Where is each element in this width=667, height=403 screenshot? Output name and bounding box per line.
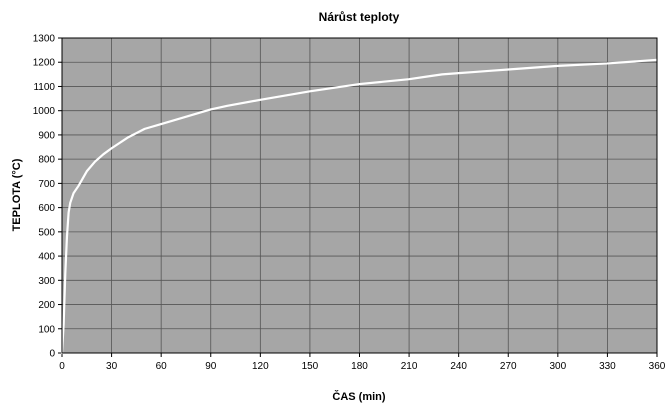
y-axis-ticks: 0 100 200 300 400 500 600 700 800 900 1000 1100 1200… [33, 34, 62, 360]
y-tick-label: 800 [38, 155, 55, 166]
x-tick-label: 0 [59, 361, 65, 372]
chart-title: Nárůst teploty [319, 10, 400, 24]
x-tick-label: 300 [549, 361, 566, 372]
x-tick-label: 30 [106, 361, 118, 372]
y-tick-label: 300 [38, 276, 55, 287]
y-tick-label: 1100 [33, 82, 55, 93]
x-tick-label: 150 [302, 361, 319, 372]
y-tick-label: 600 [38, 203, 55, 214]
y-tick-label: 100 [38, 324, 55, 335]
y-tick-label: 1200 [33, 58, 56, 69]
x-axis-ticks: 0 30 60 90 120 150 180 210 240 270 300 330 360 [59, 353, 666, 372]
y-tick-label: 400 [38, 252, 55, 263]
x-tick-label: 330 [599, 361, 616, 372]
y-tick-label: 1000 [33, 106, 56, 117]
y-axis-title: TEPLOTA (°C) [11, 158, 23, 231]
y-tick-label: 1300 [33, 34, 56, 45]
series-line [60, 58, 659, 355]
plot-border [61, 37, 658, 354]
x-tick-label: 360 [649, 361, 666, 372]
y-tick-label: 200 [38, 300, 55, 311]
x-tick-label: 180 [351, 361, 368, 372]
x-tick-label: 60 [156, 361, 168, 372]
x-axis-title: ČAS (min) [332, 390, 386, 403]
x-tick-label: 210 [401, 361, 418, 372]
x-tick-label: 90 [205, 361, 217, 372]
x-tick-label: 240 [450, 361, 467, 372]
x-tick-label: 270 [500, 361, 517, 372]
y-tick-label: 700 [38, 179, 55, 190]
x-tick-label: 120 [252, 361, 269, 372]
y-tick-label: 500 [38, 227, 55, 238]
y-tick-label: 0 [49, 349, 55, 360]
y-tick-label: 900 [38, 130, 55, 141]
